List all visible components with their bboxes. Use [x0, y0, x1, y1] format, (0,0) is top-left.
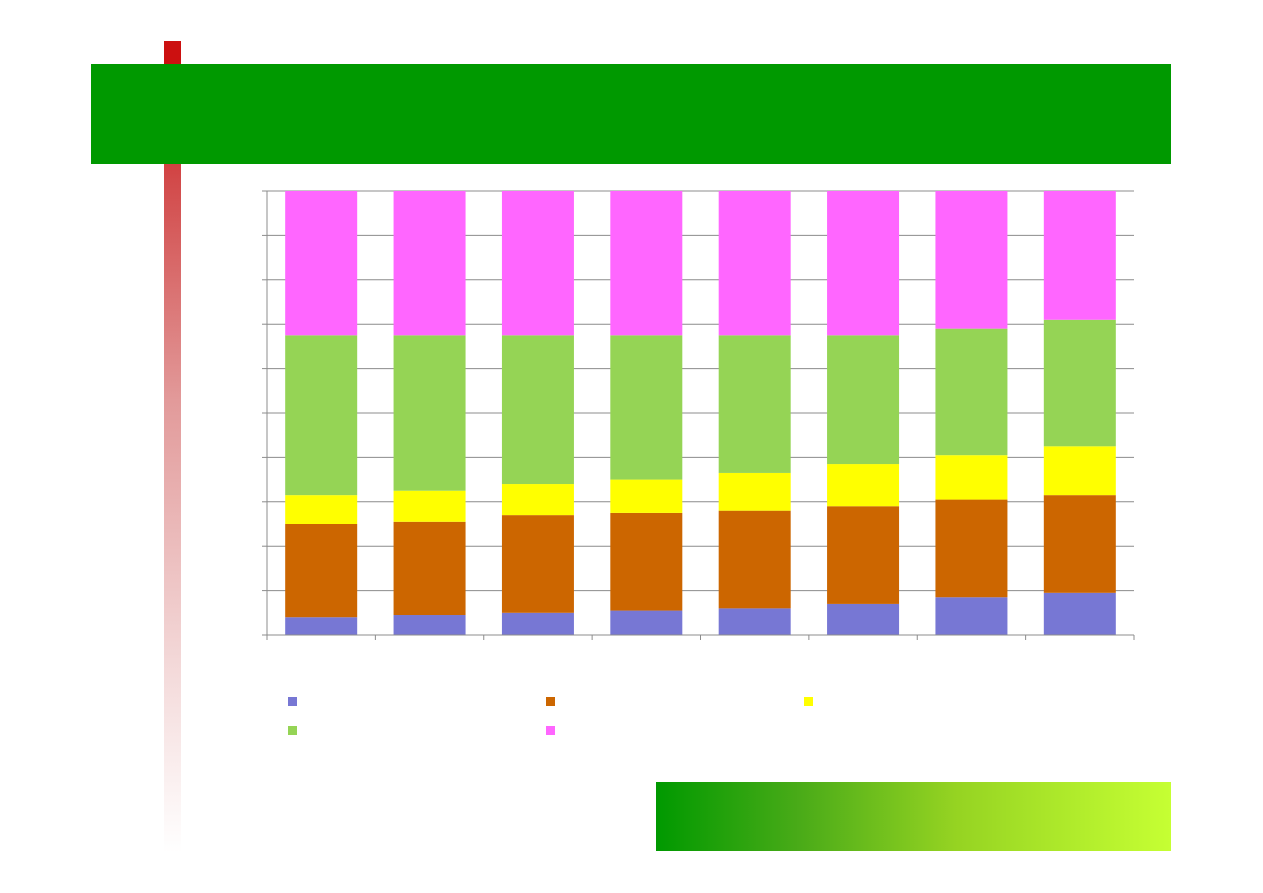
bar-segment-series-5 — [610, 191, 683, 336]
legend-item — [288, 697, 297, 706]
bar-segment-series-2 — [501, 515, 574, 613]
bar-stack — [285, 191, 358, 635]
bar-stack — [827, 191, 900, 635]
bar-segment-series-3 — [935, 455, 1008, 500]
bar-segment-series-5 — [1043, 191, 1116, 320]
bar-segment-series-5 — [827, 191, 900, 336]
legend-swatch — [546, 697, 555, 706]
legend-swatch — [288, 726, 297, 735]
bar-segment-series-4 — [718, 335, 791, 473]
bar-segment-series-3 — [285, 495, 358, 524]
bar-segment-series-3 — [827, 464, 900, 507]
legend — [288, 697, 813, 735]
legend-item — [804, 697, 813, 706]
bar-segment-series-5 — [393, 191, 466, 336]
bar-segment-series-4 — [393, 335, 466, 491]
bar-segment-series-4 — [285, 335, 358, 496]
bar-segment-series-3 — [501, 484, 574, 516]
bar-stack — [1043, 191, 1116, 635]
bar-segment-series-5 — [935, 191, 1008, 329]
legend-item — [546, 726, 555, 735]
bar-stacks — [285, 191, 1116, 635]
bar-segment-series-4 — [610, 335, 683, 480]
bar-segment-series-1 — [1043, 592, 1116, 635]
bar-segment-series-1 — [827, 603, 900, 635]
bar-segment-series-2 — [718, 510, 791, 609]
legend-item — [288, 726, 297, 735]
bar-segment-series-2 — [285, 524, 358, 618]
bar-segment-series-1 — [718, 608, 791, 635]
footer-gradient-bar — [656, 782, 1171, 851]
bar-segment-series-4 — [935, 328, 1008, 456]
axes — [262, 190, 1135, 640]
bar-segment-series-4 — [501, 335, 574, 485]
legend-swatch — [546, 726, 555, 735]
bar-segment-series-2 — [393, 521, 466, 616]
bar-segment-series-3 — [1043, 446, 1116, 496]
bar-segment-series-5 — [501, 191, 574, 336]
bar-segment-series-3 — [393, 490, 466, 522]
bar-segment-series-4 — [827, 335, 900, 465]
bar-segment-series-5 — [718, 191, 791, 336]
bar-stack — [501, 191, 574, 635]
legend-swatch — [288, 697, 297, 706]
bar-segment-series-3 — [718, 472, 791, 511]
bar-stack — [935, 191, 1008, 635]
bar-segment-series-1 — [501, 612, 574, 635]
bar-segment-series-1 — [610, 610, 683, 635]
bar-segment-series-2 — [935, 499, 1008, 598]
accent-stripe — [164, 41, 181, 853]
legend-swatch — [804, 697, 813, 706]
bar-segment-series-3 — [610, 479, 683, 513]
bar-stack — [718, 191, 791, 635]
bar-segment-series-2 — [827, 506, 900, 604]
bar-segment-series-1 — [935, 597, 1008, 635]
bar-segment-series-5 — [285, 191, 358, 336]
bar-segment-series-1 — [285, 617, 358, 635]
bar-stack — [393, 191, 466, 635]
bar-stack — [610, 191, 683, 635]
bar-segment-series-1 — [393, 615, 466, 635]
bar-segment-series-2 — [610, 512, 683, 611]
bar-segment-series-4 — [1043, 319, 1116, 447]
header-bar — [91, 64, 1171, 164]
legend-item — [546, 697, 555, 706]
bar-segment-series-2 — [1043, 495, 1116, 593]
